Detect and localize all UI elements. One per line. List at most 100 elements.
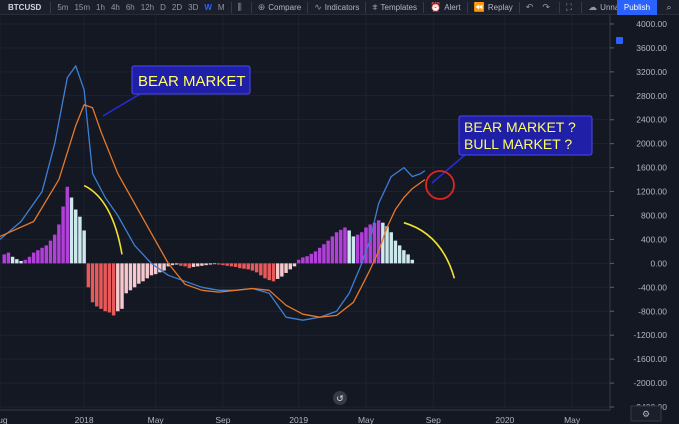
histogram-bar bbox=[330, 236, 335, 264]
indicators-button[interactable]: ∿ Indicators bbox=[311, 0, 362, 15]
histogram-bar bbox=[393, 240, 398, 264]
chart-style-button[interactable]: ⫼ bbox=[235, 0, 248, 15]
interval-4h-button[interactable]: 4h bbox=[110, 2, 120, 12]
histogram-bar bbox=[149, 263, 154, 276]
histogram-bar bbox=[242, 263, 246, 269]
toolbar-divider bbox=[230, 1, 232, 13]
histogram-bar bbox=[233, 263, 238, 267]
histogram-bar bbox=[347, 230, 351, 264]
histogram-bar bbox=[246, 263, 250, 270]
orange-series-line bbox=[0, 104, 426, 318]
histogram-bar bbox=[52, 234, 57, 264]
bear-bull-question-callout[interactable]: BEAR MARKET ? BULL MARKET ? bbox=[431, 115, 593, 184]
histogram-bar bbox=[141, 263, 145, 282]
interval-6h-button[interactable]: 6h bbox=[125, 2, 135, 12]
price-tick-label: 3600.00 bbox=[636, 43, 667, 53]
interval-1h-button[interactable]: 1h bbox=[96, 2, 105, 12]
histogram-bar bbox=[61, 206, 65, 264]
time-tick-label: May bbox=[564, 415, 581, 424]
chart-area[interactable]: BEAR MARKET BEAR MARKET ? BULL MARKET ? … bbox=[0, 15, 679, 424]
callout-box bbox=[458, 115, 593, 156]
histogram-bar bbox=[183, 263, 187, 267]
histogram-bar bbox=[334, 232, 339, 264]
histogram-bar bbox=[69, 197, 74, 264]
time-tick-label: May bbox=[148, 415, 165, 424]
histogram-bar bbox=[280, 263, 284, 277]
interval-w-button[interactable]: W bbox=[204, 2, 212, 12]
toolbar-divider bbox=[518, 1, 520, 13]
callout-pointer bbox=[431, 153, 467, 184]
histogram-bar bbox=[73, 209, 78, 264]
histogram-bar bbox=[2, 254, 6, 264]
histogram-bar bbox=[19, 260, 23, 264]
interval-5m-button[interactable]: 5m bbox=[57, 2, 69, 12]
redo-button[interactable]: ↷ bbox=[539, 0, 556, 15]
fullscreen-icon: ⛶ bbox=[565, 1, 573, 12]
symbol-search-button[interactable]: BTCUSD bbox=[8, 2, 42, 12]
undo-button[interactable]: ↶ bbox=[523, 0, 540, 15]
time-scale[interactable]: Aug 2018 May Sep 2019 May Sep 2020 May bbox=[0, 415, 581, 424]
fullscreen-button[interactable]: ⛶ bbox=[563, 0, 578, 15]
bear-market-callout[interactable]: BEAR MARKET bbox=[102, 65, 251, 117]
histogram-bar bbox=[107, 263, 112, 313]
button-circle bbox=[333, 391, 347, 405]
histogram-bar bbox=[339, 229, 343, 264]
histogram-bar bbox=[267, 263, 271, 281]
chart-canvas[interactable]: BEAR MARKET BEAR MARKET ? BULL MARKET ? … bbox=[0, 15, 679, 424]
histogram-bar bbox=[221, 263, 225, 266]
histogram-bar bbox=[195, 263, 200, 267]
interval-12h-button[interactable]: 12h bbox=[140, 2, 155, 12]
histogram-bar bbox=[296, 259, 301, 264]
indicators-icon: ∿ bbox=[314, 1, 322, 12]
price-tick-label: 1200.00 bbox=[636, 187, 667, 197]
publish-button[interactable]: Publish bbox=[617, 0, 657, 15]
question-line-1: BEAR MARKET ? bbox=[464, 119, 576, 135]
interval-d-button[interactable]: D bbox=[160, 2, 166, 12]
histogram-bar bbox=[200, 263, 204, 266]
histogram-bar bbox=[99, 263, 103, 309]
layout-button[interactable]: ☁ Unnam bbox=[585, 0, 629, 15]
histogram-bar bbox=[229, 263, 234, 267]
price-tick-label: -400.00 bbox=[638, 282, 667, 292]
alert-button[interactable]: ⏰ Alert bbox=[427, 0, 464, 15]
layout-label: Unnam bbox=[600, 2, 626, 12]
toolbar-divider bbox=[250, 1, 252, 13]
histogram-bar bbox=[313, 251, 318, 264]
histogram-bar bbox=[124, 263, 128, 294]
interval-3d-button[interactable]: 3D bbox=[188, 2, 199, 12]
interval-2d-button[interactable]: 2D bbox=[171, 2, 183, 12]
histogram-bar bbox=[48, 240, 53, 264]
histogram-bar bbox=[372, 222, 377, 264]
go-to-realtime-button[interactable]: ↺ bbox=[333, 391, 347, 405]
price-tick-label: 2400.00 bbox=[636, 115, 667, 125]
templates-button[interactable]: ⩨ Templates bbox=[369, 0, 420, 15]
top-toolbar: BTCUSD 5m 15m 1h 4h 6h 12h D 2D 3D W M ⫼… bbox=[0, 0, 679, 15]
histogram-bar bbox=[86, 263, 91, 288]
redo-icon: ↷ bbox=[542, 1, 550, 12]
histogram-bar bbox=[145, 263, 149, 279]
histogram-bar bbox=[217, 263, 221, 265]
price-tick-label: -1200.00 bbox=[633, 330, 667, 340]
histogram-bar bbox=[238, 263, 242, 269]
currency-icon[interactable] bbox=[616, 37, 623, 44]
histogram-bar bbox=[376, 220, 381, 264]
histogram-bar bbox=[326, 240, 330, 264]
compare-button[interactable]: ⊕ Compare bbox=[255, 0, 304, 15]
histogram-bar bbox=[204, 263, 208, 266]
interval-m-button[interactable]: M bbox=[217, 2, 225, 12]
settings-button[interactable]: ⚙ bbox=[630, 405, 662, 422]
time-tick-label: May bbox=[358, 415, 375, 424]
interval-15m-button[interactable]: 15m bbox=[74, 2, 91, 12]
price-tick-label: 2000.00 bbox=[636, 139, 667, 149]
histogram-bar bbox=[78, 216, 82, 264]
search-icon[interactable]: ⌕ bbox=[666, 2, 672, 12]
histogram-bar bbox=[301, 257, 305, 264]
templates-label: Templates bbox=[380, 2, 417, 12]
histogram-bar bbox=[174, 263, 179, 265]
histogram-bar bbox=[263, 263, 267, 279]
histogram-bar bbox=[284, 263, 288, 273]
price-tick-label: 2800.00 bbox=[636, 91, 667, 101]
histogram-bar bbox=[368, 224, 372, 264]
histogram-bar bbox=[128, 263, 133, 291]
replay-button[interactable]: ⏪ Replay bbox=[471, 0, 516, 15]
